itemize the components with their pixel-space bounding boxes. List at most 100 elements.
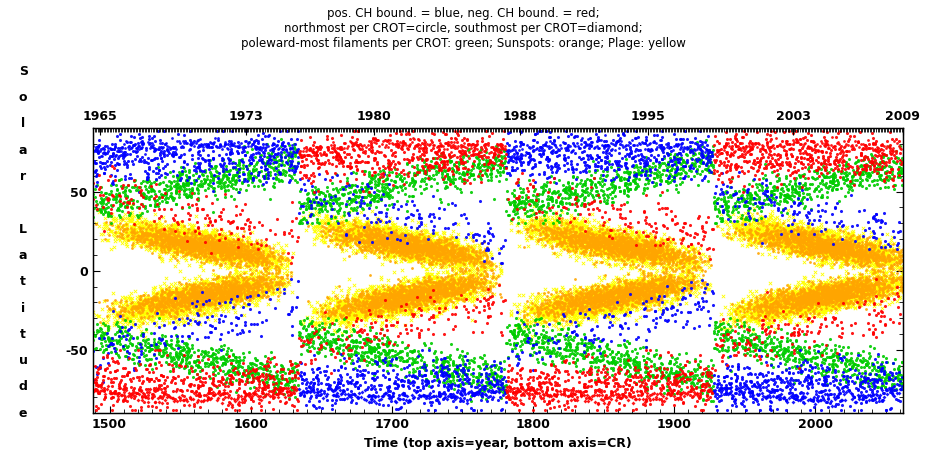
Point bbox=[350, 301, 365, 308]
Point bbox=[792, 313, 807, 320]
Point bbox=[619, 356, 634, 363]
Point bbox=[688, 259, 703, 267]
Point bbox=[585, 299, 600, 306]
Point bbox=[707, 156, 721, 163]
Point bbox=[882, 275, 897, 282]
Point bbox=[285, 149, 300, 157]
Point bbox=[277, 282, 292, 289]
Point bbox=[842, 291, 857, 298]
Point bbox=[609, 238, 624, 246]
Point bbox=[417, 296, 432, 304]
Point bbox=[834, 283, 849, 290]
Point bbox=[208, 305, 223, 313]
Point bbox=[401, 251, 416, 259]
Point bbox=[685, 280, 700, 288]
Point bbox=[388, 246, 403, 253]
Point bbox=[694, 386, 708, 394]
Point bbox=[364, 298, 379, 306]
Point bbox=[842, 287, 857, 294]
Point bbox=[713, 318, 728, 325]
Point bbox=[520, 187, 535, 195]
Point bbox=[612, 278, 627, 286]
Point bbox=[824, 298, 839, 306]
Point bbox=[699, 218, 714, 226]
Point bbox=[583, 233, 598, 241]
Point bbox=[143, 315, 157, 323]
Point bbox=[795, 193, 810, 200]
Point bbox=[624, 147, 639, 154]
Point bbox=[320, 156, 335, 164]
Point bbox=[807, 235, 822, 242]
Point bbox=[632, 250, 646, 258]
Point bbox=[396, 171, 411, 178]
Point bbox=[132, 383, 147, 391]
Point bbox=[421, 141, 436, 149]
Point bbox=[827, 294, 842, 302]
Point bbox=[407, 247, 422, 255]
Point bbox=[255, 155, 269, 163]
Point bbox=[605, 245, 619, 252]
Point bbox=[610, 297, 625, 304]
Point bbox=[640, 245, 655, 253]
Point bbox=[602, 282, 617, 289]
Point bbox=[170, 305, 185, 313]
Point bbox=[601, 237, 616, 244]
Point bbox=[229, 266, 244, 273]
Point bbox=[259, 269, 274, 277]
Point bbox=[210, 282, 225, 290]
Point bbox=[680, 254, 694, 262]
Point bbox=[541, 299, 556, 306]
Point bbox=[741, 315, 756, 323]
Point bbox=[216, 238, 231, 245]
Point bbox=[624, 291, 639, 298]
Point bbox=[646, 285, 661, 293]
Point bbox=[181, 334, 196, 342]
Point bbox=[428, 253, 443, 260]
Point bbox=[384, 357, 399, 365]
Point bbox=[211, 281, 226, 289]
Point bbox=[234, 247, 249, 255]
Point bbox=[245, 174, 260, 182]
Point bbox=[394, 302, 408, 309]
Point bbox=[369, 230, 383, 238]
Point bbox=[335, 212, 350, 219]
Point bbox=[376, 227, 391, 234]
Point bbox=[839, 238, 854, 246]
Point bbox=[829, 238, 844, 246]
Point bbox=[610, 231, 625, 238]
Point bbox=[358, 227, 373, 235]
Point bbox=[828, 286, 843, 294]
Point bbox=[238, 162, 253, 170]
Point bbox=[651, 365, 666, 373]
Point bbox=[398, 142, 413, 149]
Point bbox=[765, 235, 780, 243]
Point bbox=[565, 300, 580, 308]
Point bbox=[403, 253, 418, 261]
Point bbox=[768, 240, 782, 248]
Point bbox=[343, 304, 357, 312]
Point bbox=[148, 303, 163, 311]
Point bbox=[862, 141, 877, 148]
Point bbox=[728, 399, 743, 407]
Point bbox=[218, 238, 232, 245]
Point bbox=[647, 287, 662, 295]
Point bbox=[120, 307, 135, 315]
Point bbox=[410, 242, 425, 250]
Point bbox=[415, 246, 430, 253]
Point bbox=[369, 296, 383, 304]
Point bbox=[810, 364, 825, 372]
Point bbox=[528, 217, 543, 224]
Point bbox=[782, 369, 796, 376]
Point bbox=[411, 237, 426, 245]
Point bbox=[818, 294, 832, 301]
Point bbox=[180, 194, 194, 201]
Point bbox=[219, 243, 233, 250]
Point bbox=[532, 380, 546, 388]
Point bbox=[639, 192, 654, 200]
Point bbox=[598, 231, 613, 239]
Point bbox=[607, 303, 622, 311]
Point bbox=[725, 362, 740, 370]
Point bbox=[332, 224, 347, 231]
Point bbox=[632, 365, 647, 373]
Point bbox=[444, 259, 459, 266]
